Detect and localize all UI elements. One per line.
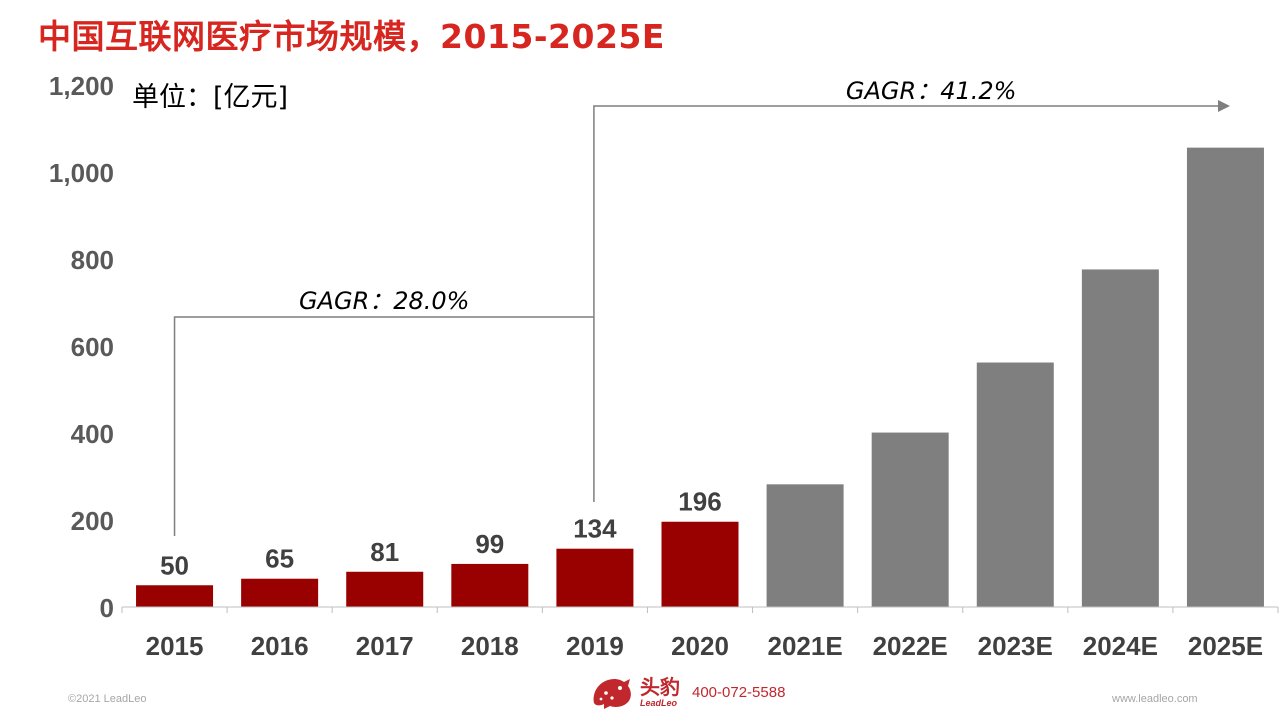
logo-chinese-name: 头豹 [640, 674, 680, 699]
phone-number: 400-072-5588 [692, 683, 786, 701]
y-tick-label: 1,000 [49, 158, 114, 188]
bar-2019 [556, 548, 634, 607]
bar-2017 [346, 571, 424, 607]
bar-2016 [241, 578, 319, 607]
y-tick-label: 200 [71, 506, 114, 536]
data-label: 65 [265, 544, 294, 574]
x-tick-label: 2016 [251, 631, 309, 661]
y-tick-label: 1,200 [49, 71, 114, 101]
x-tick-label: 2023E [978, 631, 1053, 661]
logo-english-name: LeadLeo [640, 697, 678, 708]
data-label: 196 [678, 487, 721, 517]
x-tick-label: 2021E [767, 631, 842, 661]
data-label: 99 [475, 529, 504, 559]
x-tick-label: 2022E [873, 631, 948, 661]
x-tick-label: 2019 [566, 631, 624, 661]
cagr-bracket-2015-2019 [173, 316, 594, 536]
cagr-label-2019-2025e: GAGR：41.2% [846, 77, 1017, 105]
x-tick-label: 2020 [671, 631, 729, 661]
y-tick-label: 0 [100, 593, 114, 623]
leopard-icon [593, 678, 631, 709]
bar-2020 [661, 521, 739, 607]
y-tick-label: 400 [71, 419, 114, 449]
bar-2024e [1081, 269, 1159, 607]
y-tick-label: 800 [71, 245, 114, 275]
x-tick-label: 2024E [1083, 631, 1158, 661]
x-tick-label: 2017 [356, 631, 414, 661]
bar-2022e [871, 432, 949, 607]
data-label: 50 [160, 550, 189, 580]
bar-2021e [766, 484, 844, 607]
brand-logo: 头豹 LeadLeo 400-072-5588 [590, 672, 785, 712]
unit-label: 单位：[亿元] [132, 82, 288, 113]
bar-2023e [976, 362, 1054, 607]
bar-2018 [451, 563, 529, 607]
website-text: www.leadleo.com [1112, 693, 1198, 705]
y-tick-label: 600 [71, 332, 114, 362]
cagr-bracket-2019-2025e [593, 100, 1230, 502]
cagr-label-2015-2019: GAGR：28.0% [299, 287, 470, 315]
data-label: 134 [573, 514, 617, 544]
chart-title: 中国互联网医疗市场规模，2015-2025E [38, 17, 665, 56]
x-tick-label: 2018 [461, 631, 519, 661]
data-label: 81 [370, 537, 399, 567]
bar-2025e [1186, 147, 1264, 607]
bar-2015 [136, 585, 214, 607]
x-tick-label: 2025E [1188, 631, 1263, 661]
copyright-text: ©2021 LeadLeo [68, 693, 147, 705]
x-tick-label: 2015 [146, 631, 204, 661]
